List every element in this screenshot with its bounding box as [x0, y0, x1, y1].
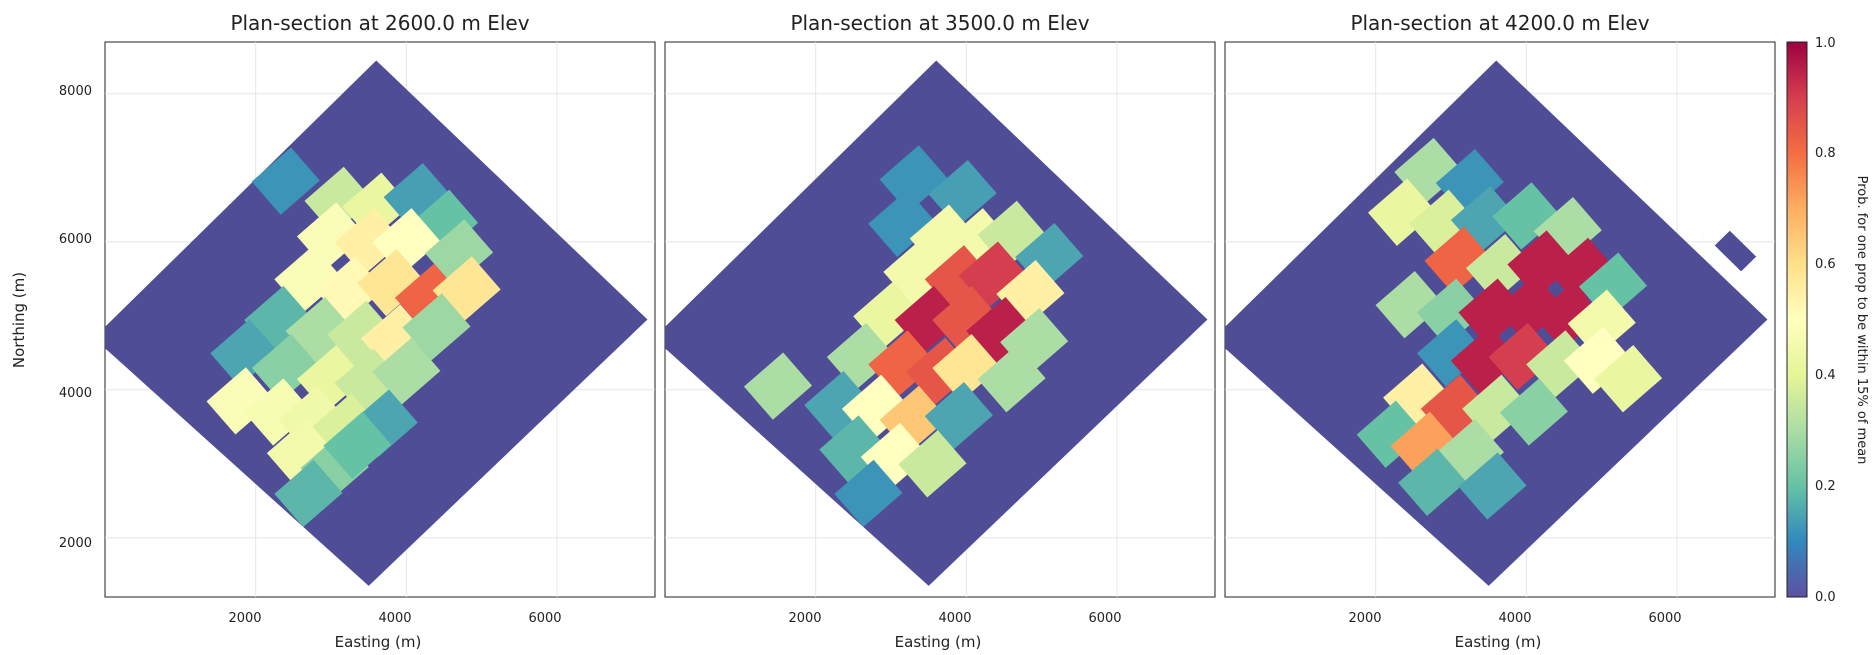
x-axis-label: Easting (m): [335, 633, 422, 651]
heatmap-cell: [1450, 326, 1519, 394]
heatmap-cell: [1488, 322, 1557, 391]
heatmap-cell: [1526, 330, 1595, 398]
colorbar-tick-label: 0.0: [1815, 590, 1836, 605]
heatmap-cell: [1416, 278, 1486, 346]
panel-title: Plan-section at 3500.0 m Elev: [790, 11, 1089, 35]
x-tick-label: 4000: [1498, 611, 1531, 626]
panel-title: Plan-section at 2600.0 m Elev: [230, 11, 529, 35]
heatmap-cell: [210, 319, 279, 387]
x-axis: 2000 4000 6000 Easting (m): [228, 611, 561, 651]
heatmap-cell: [1594, 345, 1663, 413]
heatmap-cell: [1567, 289, 1636, 357]
heatmap-cell: [334, 208, 403, 276]
heatmap-cell: [1375, 271, 1444, 339]
heatmap-cell: [372, 337, 441, 405]
y-axis-label: Northing (m): [10, 272, 28, 368]
heatmap-cell: [251, 147, 320, 215]
heatmap: [1225, 60, 1768, 586]
heatmap-cell: [402, 293, 471, 361]
heatmap-cell: [868, 189, 937, 257]
colorbar-tick-label: 0.6: [1815, 257, 1836, 272]
y-tick-label: 4000: [59, 386, 92, 401]
colorbar: 0.0 0.2 0.4 0.6 0.8 1.0 Prob. for one pr…: [1786, 36, 1869, 605]
x-axis-label: Easting (m): [895, 633, 982, 651]
colorbar-tick-label: 0.2: [1815, 479, 1836, 494]
heatmap-cell: [1424, 226, 1493, 294]
heatmap-cell: [383, 162, 452, 231]
y-tick-label: 6000: [59, 232, 92, 247]
heatmap-cell: [251, 333, 320, 402]
heatmap-cell: [879, 145, 948, 213]
heatmap-cell: [1492, 182, 1561, 250]
heatmap-cell: [883, 237, 952, 306]
heatmap-cell: [323, 411, 392, 479]
heatmap-cell: [834, 459, 903, 528]
heatmap-cell: [932, 333, 1001, 402]
x-axis-label: Easting (m): [1455, 633, 1542, 651]
heatmap-cell: [1533, 282, 1602, 350]
heatmap-cell: [1548, 237, 1617, 306]
panel-title: Plan-section at 4200.0 m Elev: [1350, 11, 1649, 35]
x-tick-label: 4000: [938, 611, 971, 626]
x-tick-label: 6000: [528, 611, 561, 626]
heatmap-cell: [1496, 274, 1565, 343]
colorbar-tick-label: 0.8: [1815, 146, 1836, 161]
heatmap-cell: [425, 219, 494, 287]
plan-section-panel-1: Plan-section at 2600.0 m Elev 2000 4000 …: [10, 11, 656, 651]
x-tick-label: 2000: [228, 611, 261, 626]
heatmap-cell: [1458, 278, 1527, 346]
plan-section-panel-2: Plan-section at 3500.0 m Elev 2000 4000 …: [664, 11, 1216, 651]
heatmap-cell: [1499, 378, 1568, 446]
x-tick-label: 6000: [1088, 611, 1121, 626]
colorbar-tick-label: 0.4: [1815, 368, 1836, 383]
y-axis: 8000 6000 4000 2000 Northing (m): [10, 84, 92, 551]
x-tick-label: 4000: [378, 611, 411, 626]
y-tick-label: 2000: [59, 536, 92, 551]
y-tick-label: 8000: [59, 84, 92, 99]
x-tick-label: 2000: [788, 611, 821, 626]
heatmap-cell: [1465, 234, 1535, 302]
heatmap-cell: [1458, 452, 1527, 520]
heatmap-cell: [1398, 448, 1467, 516]
heatmap: [665, 60, 1208, 586]
colorbar-gradient: [1786, 41, 1808, 598]
heatmap-cell: [357, 248, 426, 317]
heatmap-cell: [924, 382, 993, 450]
x-tick-label: 6000: [1648, 611, 1681, 626]
heatmap-cell: [1409, 189, 1478, 257]
heatmap-cell: [1507, 230, 1576, 298]
heatmap-cell: [274, 459, 343, 528]
x-tick-label: 2000: [1348, 611, 1381, 626]
heatmap-cell: [819, 415, 888, 483]
heatmap-cell: [1416, 319, 1486, 387]
heatmap-cell: [804, 370, 873, 439]
heatmap-cell: [1390, 411, 1459, 479]
heatmap-cell: [327, 300, 396, 368]
heatmap-cell: [977, 345, 1046, 413]
colorbar-tick-label: 1.0: [1815, 36, 1836, 51]
x-axis: 2000 4000 6000 Easting (m): [788, 611, 1121, 651]
heatmap-cell: [1356, 400, 1425, 468]
heatmap-cell: [1563, 326, 1633, 394]
colorbar-label: Prob. for one prop to be within 15% of m…: [1854, 176, 1869, 465]
footprint-extension: [1695, 227, 1757, 272]
heatmap-cell: [743, 352, 813, 420]
heatmap-cell: [932, 285, 1001, 354]
heatmap-cell: [244, 378, 313, 446]
heatmap-cell: [898, 430, 967, 498]
heatmap-cell: [206, 367, 275, 435]
heatmap: [105, 60, 648, 586]
x-axis: 2000 4000 6000 Easting (m): [1348, 611, 1681, 651]
heatmap-cell: [1367, 178, 1437, 246]
plan-section-panel-3: Plan-section at 4200.0 m Elev 2000 4000 …: [1224, 11, 1776, 651]
heatmap-cell: [266, 419, 335, 487]
